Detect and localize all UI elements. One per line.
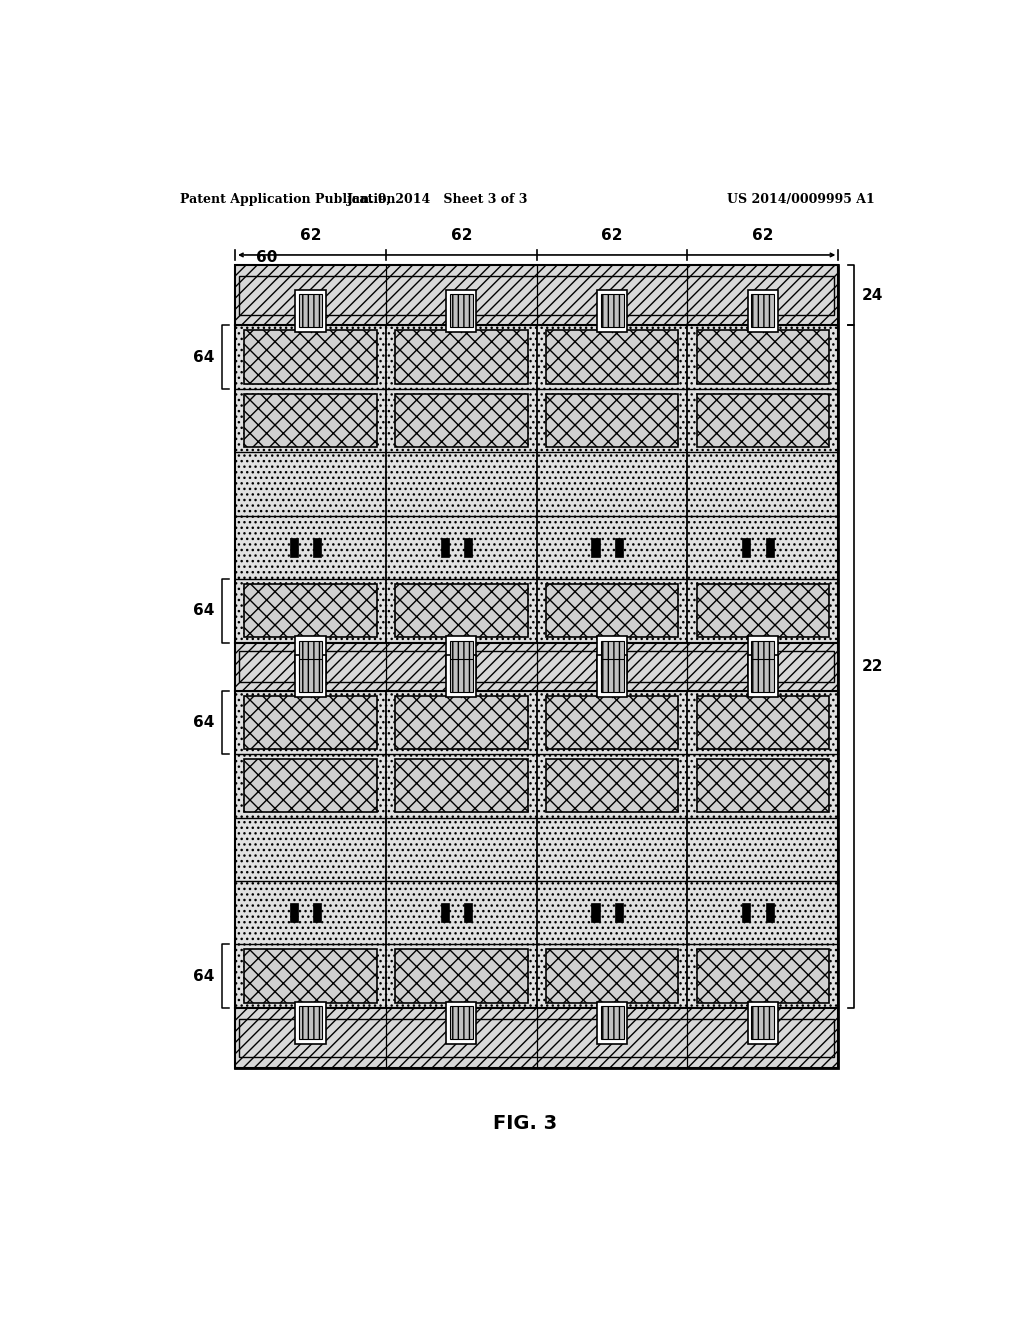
Bar xyxy=(450,640,473,673)
Bar xyxy=(236,643,839,690)
Bar xyxy=(748,636,778,678)
Bar xyxy=(446,1002,476,1044)
Bar xyxy=(748,655,778,697)
Bar xyxy=(450,1006,473,1039)
Bar xyxy=(546,696,679,748)
Bar xyxy=(752,294,774,327)
Bar xyxy=(601,294,624,327)
Text: 64: 64 xyxy=(194,715,214,730)
Bar xyxy=(244,759,377,813)
Bar xyxy=(450,660,473,693)
Bar xyxy=(240,651,835,682)
Bar xyxy=(440,537,449,557)
Bar xyxy=(748,289,778,331)
Bar xyxy=(614,903,623,923)
Bar xyxy=(696,393,829,447)
Bar xyxy=(696,330,829,384)
Bar xyxy=(296,636,326,678)
Bar xyxy=(696,696,829,748)
Text: 24: 24 xyxy=(862,288,884,302)
Text: US 2014/0009995 A1: US 2014/0009995 A1 xyxy=(727,193,874,206)
Text: 64: 64 xyxy=(194,350,214,364)
Bar xyxy=(244,330,377,384)
Bar xyxy=(313,903,322,923)
Text: 62: 62 xyxy=(300,228,322,243)
Text: FIG. 3: FIG. 3 xyxy=(493,1114,557,1134)
Bar xyxy=(742,903,751,923)
Bar xyxy=(244,949,377,1003)
Bar xyxy=(236,265,839,1068)
Bar xyxy=(395,393,527,447)
Bar xyxy=(597,636,627,678)
Bar xyxy=(446,655,476,697)
Bar xyxy=(240,276,835,314)
Bar xyxy=(766,537,774,557)
Bar xyxy=(290,903,298,923)
Bar xyxy=(450,294,473,327)
Text: Jan. 9, 2014   Sheet 3 of 3: Jan. 9, 2014 Sheet 3 of 3 xyxy=(347,193,528,206)
Bar xyxy=(601,660,624,693)
Bar xyxy=(597,655,627,697)
Bar xyxy=(752,640,774,673)
Bar xyxy=(742,537,751,557)
Bar xyxy=(236,265,839,325)
Bar xyxy=(546,949,679,1003)
Bar xyxy=(614,537,623,557)
Bar xyxy=(592,903,600,923)
Bar xyxy=(296,655,326,697)
Bar xyxy=(546,330,679,384)
Bar xyxy=(244,585,377,638)
Bar xyxy=(601,640,624,673)
Text: 62: 62 xyxy=(601,228,623,243)
Bar xyxy=(597,1002,627,1044)
Bar xyxy=(296,1002,326,1044)
Text: 60: 60 xyxy=(256,249,278,265)
Bar xyxy=(395,585,527,638)
Bar xyxy=(296,289,326,331)
Bar xyxy=(290,537,298,557)
Bar xyxy=(696,949,829,1003)
Bar xyxy=(464,537,472,557)
Bar xyxy=(597,289,627,331)
Bar xyxy=(299,660,322,693)
Bar xyxy=(244,393,377,447)
Bar xyxy=(752,660,774,693)
Bar xyxy=(546,585,679,638)
Bar xyxy=(299,1006,322,1039)
Text: 62: 62 xyxy=(753,228,773,243)
Text: 64: 64 xyxy=(194,969,214,983)
Bar xyxy=(299,640,322,673)
Bar xyxy=(464,903,472,923)
Bar xyxy=(240,1019,835,1057)
Bar xyxy=(592,537,600,557)
Bar xyxy=(440,903,449,923)
Bar xyxy=(696,759,829,813)
Bar xyxy=(446,636,476,678)
Bar xyxy=(236,325,839,643)
Bar xyxy=(313,537,322,557)
Bar xyxy=(766,903,774,923)
Bar xyxy=(546,759,679,813)
Text: 22: 22 xyxy=(862,659,884,675)
Bar xyxy=(395,949,527,1003)
Bar xyxy=(395,759,527,813)
Text: 64: 64 xyxy=(194,603,214,618)
Bar xyxy=(299,294,322,327)
Text: Patent Application Publication: Patent Application Publication xyxy=(179,193,395,206)
Bar xyxy=(395,330,527,384)
Bar xyxy=(244,696,377,748)
Bar xyxy=(696,585,829,638)
Text: 62: 62 xyxy=(451,228,472,243)
Bar xyxy=(601,1006,624,1039)
Bar xyxy=(748,1002,778,1044)
Bar xyxy=(752,1006,774,1039)
Bar xyxy=(236,690,839,1008)
Bar xyxy=(546,393,679,447)
Bar xyxy=(236,1008,839,1068)
Bar xyxy=(395,696,527,748)
Bar xyxy=(446,289,476,331)
